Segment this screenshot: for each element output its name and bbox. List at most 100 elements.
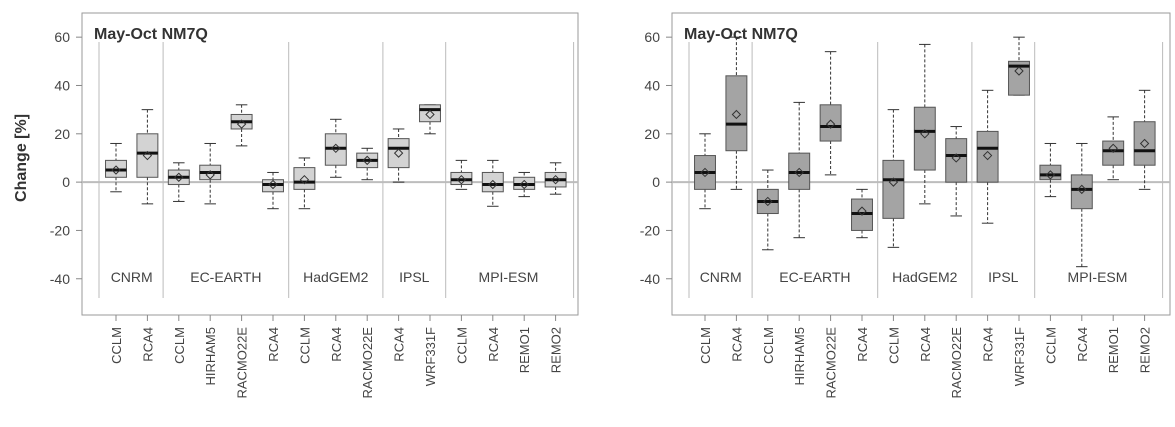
box-3: [167, 162, 190, 202]
mean-marker: [1139, 138, 1150, 149]
box-13: [1070, 142, 1093, 268]
x-tick-label: RCA4: [855, 327, 870, 362]
box-8: [913, 43, 936, 205]
iqr-box: [136, 133, 159, 178]
iqr-box: [419, 104, 441, 123]
y-tick-label: 60: [644, 29, 660, 45]
mean-marker: [857, 206, 867, 216]
x-tick-label: RCA4: [392, 327, 407, 362]
y-tick-label: 40: [644, 77, 660, 93]
iqr-box: [1039, 164, 1062, 181]
box-1: [105, 142, 127, 193]
group-label-ipsl: IPSL: [399, 269, 430, 285]
box-6: [262, 171, 284, 210]
chart-panel-1: -40 -20 0 20 40 60 Change [%] CNRM EC-EARTH HadGE…: [13, 12, 579, 399]
box-7: [293, 157, 316, 210]
x-tick-label: RACMO22E: [949, 327, 964, 399]
box-9: [356, 147, 379, 181]
mean-marker: [331, 143, 341, 154]
iqr-box: [1008, 60, 1030, 96]
x-tick-label: CCLM: [172, 327, 187, 364]
group-label-mpi-esm: MPI-ESM: [1068, 269, 1128, 285]
mean-marker: [519, 179, 529, 190]
box-10: [976, 89, 999, 224]
x-tick-label: RACMO22E: [824, 327, 839, 399]
iqr-box: [913, 106, 936, 171]
box-11: [1008, 36, 1030, 96]
box-5: [819, 51, 842, 176]
iqr-box: [1133, 121, 1156, 166]
x-tick-label: CCLM: [698, 327, 713, 364]
y-axis-label: Change [%]: [13, 114, 30, 202]
mean-marker: [763, 196, 773, 207]
mean-marker: [174, 172, 184, 182]
y-tick-label: -20: [640, 222, 660, 238]
mean-marker: [268, 179, 278, 190]
mean-marker: [920, 129, 930, 139]
mean-marker: [888, 177, 899, 187]
box-11: [419, 104, 441, 135]
box-9: [945, 126, 968, 217]
x-tick-label: RACMO22E: [235, 327, 250, 399]
mean-marker: [393, 148, 404, 158]
x-tick-label: CCLM: [886, 327, 901, 364]
mean-marker: [731, 109, 742, 120]
mean-marker: [205, 170, 215, 180]
x-tick-label: CCLM: [109, 327, 124, 364]
mean-marker: [1108, 143, 1118, 154]
x-tick-label: WRF331F: [1012, 327, 1027, 386]
x-tick-label: REMO2: [1138, 327, 1153, 373]
iqr-box: [481, 171, 504, 193]
x-tick-label: RCA4: [329, 327, 344, 362]
x-tick-label: REMO1: [517, 327, 532, 373]
y-tick-label: -40: [50, 271, 70, 287]
mean-marker: [982, 150, 993, 161]
chart-title: May-Oct NM7Q: [684, 26, 798, 43]
mean-marker: [951, 153, 961, 163]
iqr-box: [1102, 140, 1125, 166]
x-tick-label: RCA4: [140, 327, 155, 362]
mean-marker: [794, 167, 804, 178]
chart-title: May-Oct NM7Q: [94, 26, 208, 43]
mean-marker: [1077, 184, 1087, 195]
x-tick-label: HIRHAM5: [203, 327, 218, 386]
mean-marker: [550, 174, 561, 185]
box-13: [481, 159, 504, 207]
iqr-box: [1070, 174, 1093, 210]
mean-marker: [488, 179, 498, 190]
box-10: [387, 128, 410, 183]
box-15: [544, 162, 567, 195]
x-tick-label: REMO1: [1106, 327, 1121, 373]
x-tick-label: RCA4: [729, 327, 744, 362]
x-tick-label: CCLM: [454, 327, 469, 364]
y-tick-label: 0: [652, 174, 660, 190]
box-2: [136, 109, 159, 205]
mean-marker: [1014, 66, 1024, 76]
x-tick-label: RCA4: [1075, 327, 1090, 362]
box-1: [694, 133, 716, 210]
group-label-ipsl: IPSL: [988, 269, 1019, 285]
x-tick-label: CCLM: [761, 327, 776, 364]
iqr-box: [819, 104, 842, 142]
x-tick-label: HIRHAM5: [792, 327, 807, 386]
iqr-box: [387, 138, 410, 169]
y-tick-label: -20: [50, 222, 70, 238]
group-label-cnrm: CNRM: [700, 269, 742, 285]
iqr-box: [293, 167, 316, 190]
y-tick-label: -40: [640, 271, 660, 287]
mean-marker: [236, 119, 247, 129]
box-8: [324, 118, 347, 178]
mean-marker: [825, 119, 836, 129]
chart-panel-2: -40 -20 0 20 40 60 CNRM EC-EARTH HadGEM2 IPSL MPI-…: [640, 12, 1171, 399]
box-14: [1102, 116, 1125, 181]
box-4: [199, 142, 222, 205]
mean-marker: [1045, 170, 1056, 180]
iqr-box: [945, 138, 968, 183]
plot-frame: [671, 12, 1171, 316]
box-12: [1039, 142, 1062, 198]
box-4: [788, 101, 811, 239]
x-tick-label: REMO2: [549, 327, 564, 373]
box-15: [1133, 89, 1156, 190]
y-tick-label: 0: [62, 174, 70, 190]
mean-marker: [700, 167, 710, 178]
